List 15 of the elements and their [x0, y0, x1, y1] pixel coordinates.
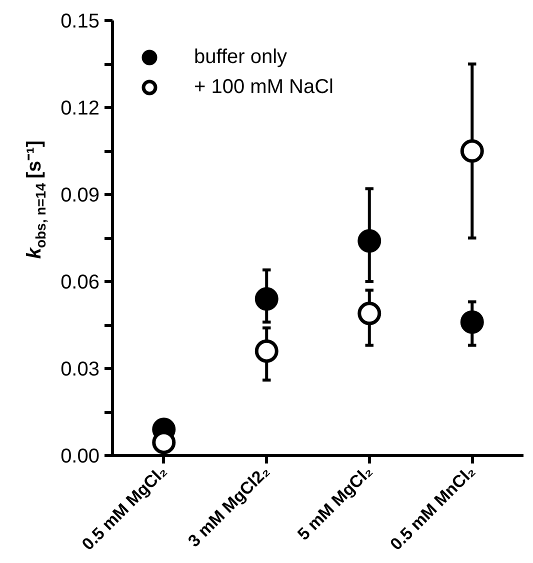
- y-axis-title: kobs, n=14 [s⁻¹]: [24, 140, 48, 259]
- text: 0.00: [60, 446, 100, 468]
- point: [254, 287, 278, 311]
- y-tick-label: 0.03: [60, 358, 100, 380]
- point: [358, 229, 382, 253]
- y-tick-label: 0.12: [60, 98, 100, 120]
- y-tick-label: 0.15: [60, 10, 100, 32]
- legend-label: buffer only: [194, 46, 288, 68]
- point: [460, 310, 484, 334]
- point: [254, 339, 278, 363]
- y-tick-label: 0.09: [60, 184, 100, 206]
- y-tick-label: 0.06: [60, 272, 100, 294]
- point: [358, 302, 382, 326]
- point: [460, 139, 484, 163]
- legend-label: + 100 mM NaCl: [194, 76, 334, 98]
